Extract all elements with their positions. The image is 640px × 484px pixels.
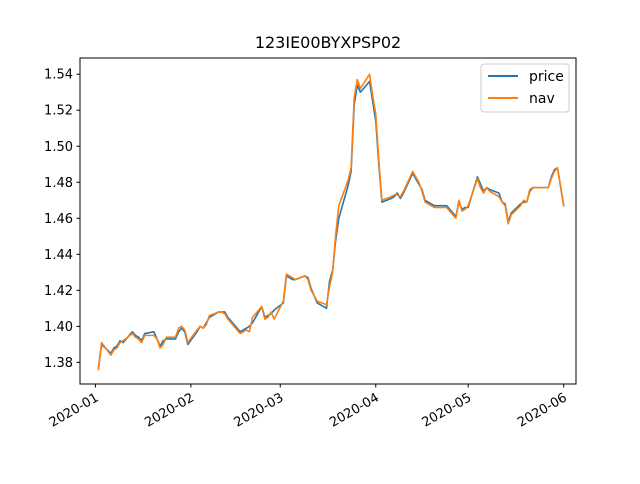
y-tick-label: 1.44 <box>44 248 73 263</box>
y-tick-label: 1.46 <box>44 212 73 227</box>
y-tick-label: 1.38 <box>44 356 73 371</box>
y-tick-label: 1.40 <box>44 320 73 335</box>
legend: price nav <box>480 63 570 113</box>
legend-label-nav: nav <box>529 91 555 107</box>
y-tick-label: 1.52 <box>44 104 73 119</box>
series-line-nav <box>97 73 565 371</box>
y-tick-label: 1.54 <box>44 68 73 83</box>
plot-frame <box>79 57 577 385</box>
y-tick-label: 1.48 <box>44 176 73 191</box>
y-tick-label: 1.50 <box>44 140 73 155</box>
legend-label-price: price <box>529 69 564 85</box>
chart-title: 123IE00BYXPSP02 <box>255 33 401 52</box>
y-tick-label: 1.42 <box>44 284 73 299</box>
